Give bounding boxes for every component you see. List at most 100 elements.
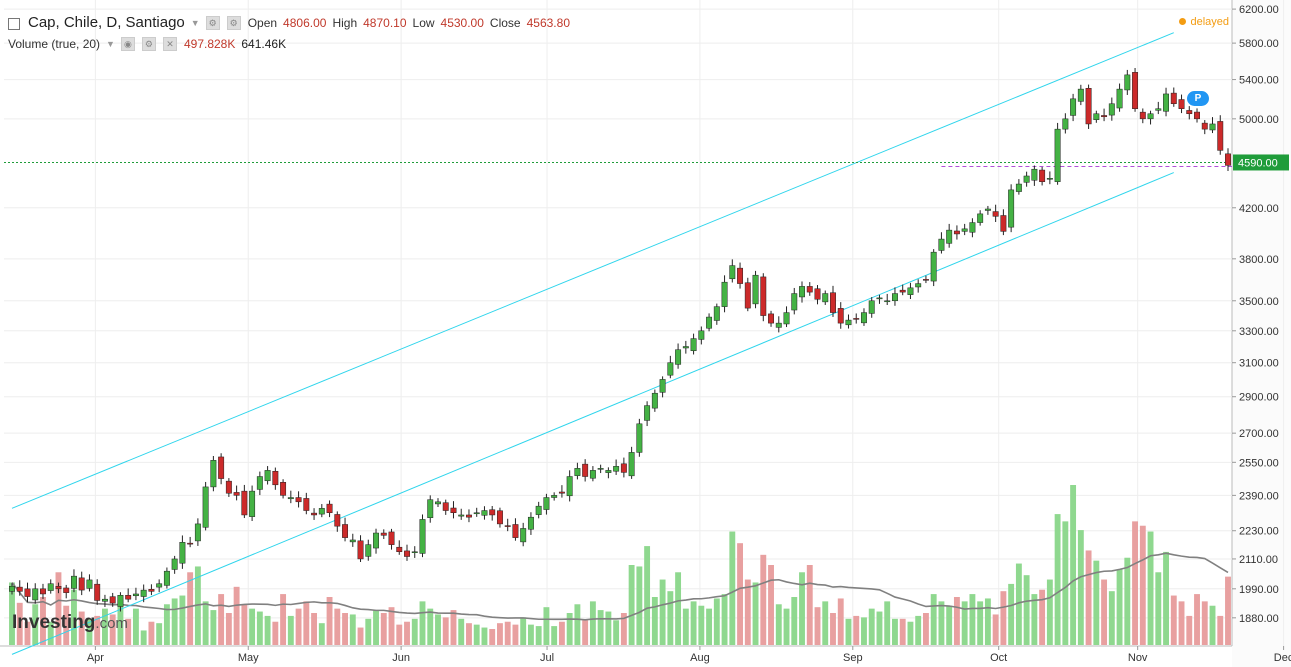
candle-body (233, 492, 240, 496)
volume-bar (512, 624, 519, 645)
candle (411, 546, 418, 558)
candle-body (527, 516, 534, 530)
volume-bar (915, 615, 922, 645)
candle-body (194, 523, 201, 542)
candle-body (326, 503, 333, 513)
candle (55, 582, 62, 594)
volume-bar (419, 601, 426, 645)
candle-body (357, 540, 364, 560)
volume-bar (101, 608, 108, 645)
candle-body (760, 276, 767, 316)
candle (187, 536, 194, 548)
candle-body (589, 470, 596, 479)
volume-bar (442, 617, 449, 645)
candle-body (512, 524, 519, 538)
candle (373, 528, 379, 554)
settings-icon[interactable]: ⚙ (205, 15, 220, 30)
candle (1116, 83, 1123, 112)
volume-bar (899, 618, 906, 645)
candle (582, 459, 589, 482)
candle-body (768, 313, 774, 324)
candle (535, 501, 542, 519)
volume-bar (1201, 601, 1208, 645)
candle (744, 277, 751, 312)
eye-icon[interactable]: ◉ (120, 37, 135, 51)
candle (520, 522, 527, 547)
channel-upper-line (11, 32, 1174, 509)
candle-body (1101, 115, 1108, 118)
candle (148, 584, 155, 596)
volume-bar (651, 597, 658, 645)
gear-icon[interactable]: ⚙ (226, 15, 241, 30)
candle-body (264, 470, 271, 482)
candle-body (752, 274, 759, 305)
candle (280, 479, 287, 499)
candle-body (791, 293, 798, 311)
candle (551, 492, 558, 501)
candle (233, 485, 240, 501)
candle (589, 466, 596, 482)
candle-body (938, 238, 945, 251)
candle-body (287, 497, 294, 500)
volume-bar (349, 614, 356, 645)
candle (644, 401, 651, 427)
volume-bar (241, 604, 248, 645)
volume-bar (117, 599, 124, 645)
candle-body (1209, 123, 1216, 131)
candle-body (311, 512, 318, 516)
candle-body (272, 470, 279, 486)
candle (419, 514, 426, 558)
candle-body (667, 362, 674, 376)
volume-bar (551, 626, 558, 645)
volume-bar (24, 621, 31, 645)
close-icon[interactable]: ✕ (162, 37, 177, 51)
volume-bar (783, 608, 790, 645)
event-badge[interactable]: P (1187, 91, 1209, 106)
candle (574, 462, 581, 480)
y-tick-label: 2900.00 (1239, 392, 1279, 404)
candle-body (1085, 88, 1092, 125)
volume-bar (458, 618, 465, 645)
candle (1070, 93, 1077, 122)
volume-bar (535, 626, 542, 645)
candle-body (71, 575, 77, 589)
candle-body (24, 588, 31, 597)
volume-bar (210, 610, 217, 645)
candle-body (946, 229, 953, 244)
candle-body (1186, 110, 1193, 115)
chevron-down-icon[interactable]: ▼ (106, 39, 115, 49)
volume-bar (589, 601, 596, 645)
volume-bar (411, 618, 418, 645)
candle (466, 509, 472, 523)
volume-bar (163, 604, 170, 645)
volume-bar (729, 531, 736, 645)
volume-bar (16, 602, 23, 645)
settings-icon[interactable]: ⚙ (141, 37, 156, 51)
candle-body (1070, 98, 1077, 116)
candle-body (574, 468, 581, 476)
collapse-icon[interactable] (8, 17, 20, 30)
volume-bar (380, 613, 387, 645)
volume-bar (953, 597, 960, 645)
volume-bar (295, 608, 302, 645)
candle-body (32, 588, 39, 601)
candle-body (256, 476, 263, 490)
x-tick-label: Jul (540, 652, 554, 664)
candle (1201, 120, 1208, 135)
volume-bar (1031, 594, 1038, 645)
candle-body (163, 570, 170, 586)
candle (125, 588, 132, 603)
candle-body (117, 595, 124, 607)
candle (984, 205, 991, 215)
x-tick-label: Sep (843, 652, 863, 664)
candle-body (884, 300, 891, 303)
candle (63, 584, 70, 599)
candle (1155, 101, 1162, 115)
candle (101, 594, 108, 607)
volume-bar (287, 615, 294, 645)
candle-body (40, 588, 46, 595)
volume-bar (233, 586, 240, 645)
candle-body (659, 379, 666, 393)
chevron-down-icon[interactable]: ▼ (190, 17, 200, 28)
